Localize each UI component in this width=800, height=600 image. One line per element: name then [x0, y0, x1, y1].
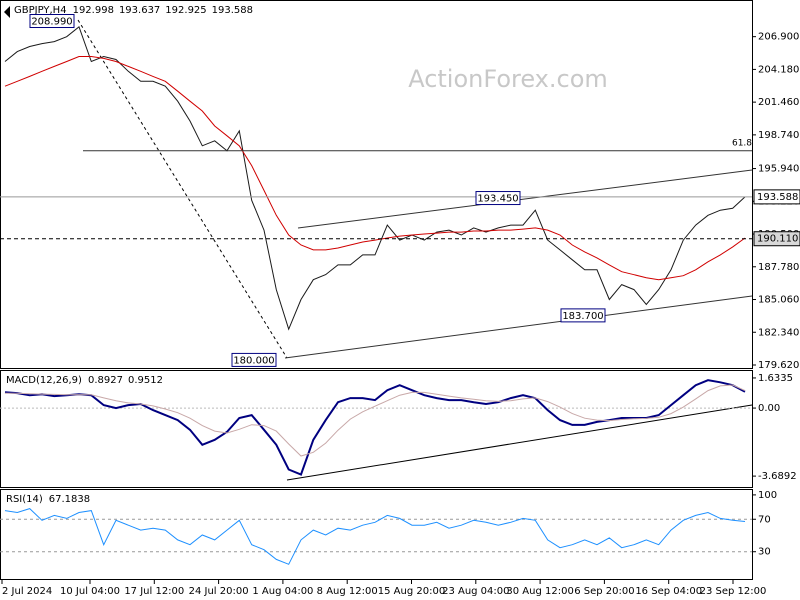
x-tick-label: 6 Sep 20:00 [574, 586, 634, 597]
y-tick-label: 182.340 [758, 327, 799, 338]
header-value: 193.588 [212, 5, 253, 16]
annotation-box [475, 191, 521, 206]
y-tick-label: 206.900 [758, 32, 799, 43]
y-tick-label: 195.940 [758, 164, 799, 175]
annotation-box [231, 352, 277, 367]
x-tick-label: 23 Aug 04:00 [442, 586, 509, 597]
x-tick-label: 16 Sep 04:00 [635, 586, 702, 597]
channel-lower [284, 295, 753, 359]
x-tick-label: 24 Jul 20:00 [189, 586, 249, 597]
series-line [5, 384, 746, 457]
x-tick-label: 10 Jul 04:00 [60, 586, 120, 597]
panel-title: RSI(14) [6, 494, 43, 505]
price-level-box [753, 189, 800, 205]
annotation-label: 193.450 [477, 194, 518, 205]
x-tick-label: 2 Jul 2024 [2, 586, 52, 597]
y-tick-label: 100 [758, 490, 777, 501]
header-value: 192.998 [73, 5, 114, 16]
annotation-label: 180.000 [233, 355, 274, 366]
y-tick-label: -3.6892 [758, 471, 797, 482]
y-tick-label: 70 [758, 514, 771, 525]
x-tick-label: 23 Sep 12:00 [700, 586, 767, 597]
annotation-label: 208.990 [31, 17, 72, 28]
y-tick-label: 1.6335 [758, 373, 793, 384]
series-line [4, 508, 746, 565]
channel-upper [297, 169, 753, 229]
swing-line [77, 19, 288, 359]
panel-title: GBPJPY,H4 [14, 5, 67, 16]
x-tick-label: 30 Aug 12:00 [506, 586, 573, 597]
annotation-label: 183.700 [562, 311, 603, 322]
annotation-box [29, 14, 75, 29]
header-value: 67.1838 [49, 494, 90, 505]
price-level-label: 193.588 [757, 192, 798, 203]
x-tick-label: 17 Jul 12:00 [124, 586, 184, 597]
price-level-label: 190.110 [757, 234, 798, 245]
y-tick-label: 204.180 [758, 64, 799, 75]
header-value: 193.637 [119, 5, 160, 16]
collapse-icon [4, 6, 10, 18]
header-value: 0.9512 [128, 375, 163, 386]
macd-trendline [286, 404, 753, 481]
y-tick-label: 187.780 [758, 262, 799, 273]
y-tick-label: 201.460 [758, 97, 799, 108]
price-level-box [753, 231, 800, 247]
series-line [4, 25, 746, 331]
watermark: ActionForex.com [408, 65, 608, 93]
y-tick-label: 30 [758, 547, 771, 558]
header-value: 0.8927 [88, 375, 123, 386]
series-line [4, 56, 746, 281]
macd-panel [0, 370, 753, 488]
y-tick-label: 185.060 [758, 295, 799, 306]
main-panel [0, 0, 753, 369]
series-line [4, 379, 746, 476]
y-tick-label: 0.00 [758, 403, 780, 414]
x-tick-label: 8 Aug 12:00 [317, 586, 378, 597]
x-tick-label: 15 Aug 20:00 [378, 586, 445, 597]
panel-title: MACD(12,26,9) [6, 375, 82, 386]
y-tick-label: 198.740 [758, 130, 799, 141]
annotation-box [560, 308, 606, 323]
fib-label: 61.8 [732, 138, 752, 148]
rsi-panel [0, 489, 753, 580]
x-tick-label: 1 Aug 04:00 [252, 586, 313, 597]
y-tick-label: 179.620 [758, 360, 799, 371]
header-value: 192.925 [165, 5, 206, 16]
